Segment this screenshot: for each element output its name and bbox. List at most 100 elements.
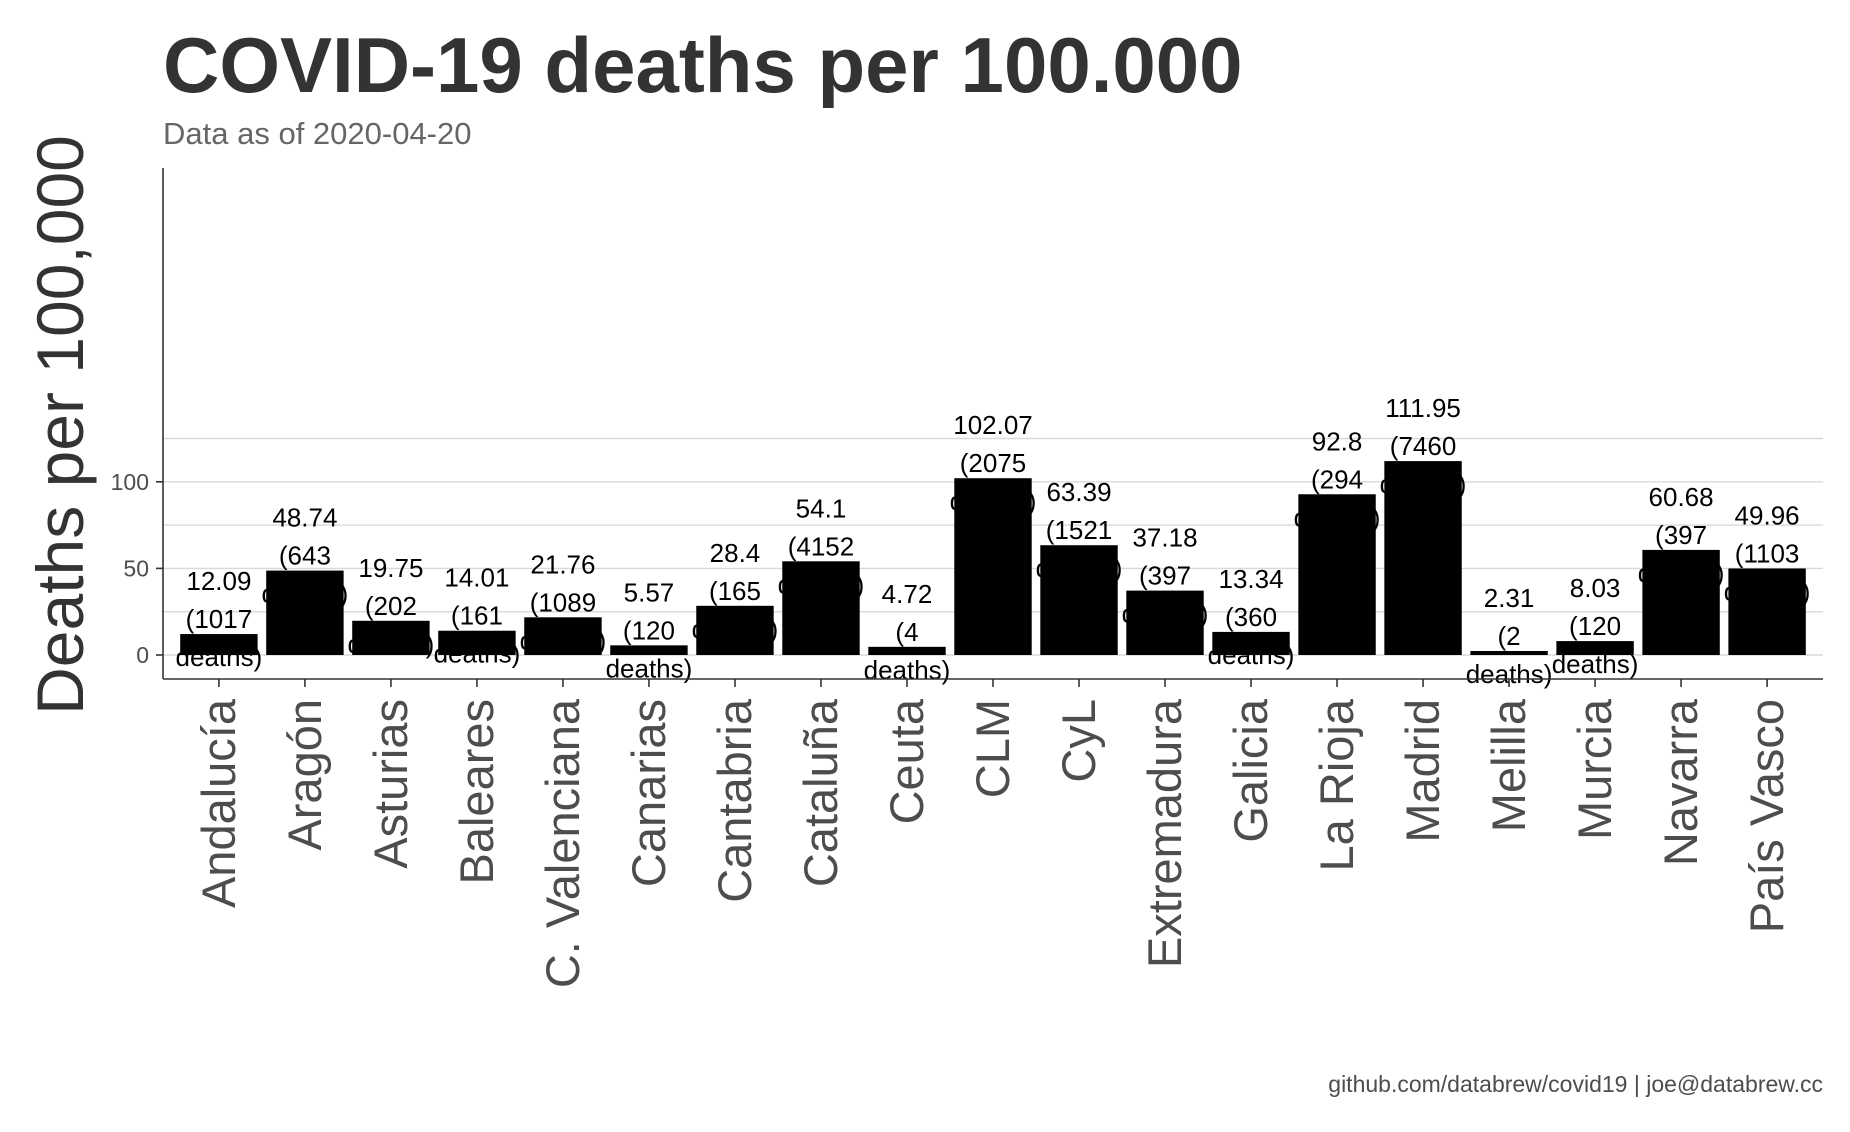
data-label-unit: deaths) xyxy=(262,579,349,609)
data-label: 48.74 (643 deaths) xyxy=(262,503,349,609)
bar xyxy=(266,570,344,655)
data-label-deaths: (2 xyxy=(1497,621,1520,651)
data-label-unit: deaths) xyxy=(1208,640,1295,670)
data-label-value: 21.76 xyxy=(530,549,595,579)
data-label: 111.95 (7460 deaths) xyxy=(1380,393,1467,499)
data-label-value: 4.72 xyxy=(882,579,933,609)
bar xyxy=(438,630,516,655)
data-label-unit: deaths) xyxy=(778,569,865,599)
y-tick-label: 50 xyxy=(123,555,149,581)
y-axis-label: Deaths per 100,000 xyxy=(23,135,97,715)
x-tick-label: La Rioja xyxy=(1310,698,1363,871)
x-tick-label: Aragón xyxy=(278,699,331,851)
x-tick-label: Galicia xyxy=(1224,698,1277,843)
data-labels: 12.09 (1017 deaths) 48.74 (643 deaths) 19.75 (2… xyxy=(176,393,1811,689)
data-label-deaths: (161 xyxy=(451,601,503,631)
x-tick-label: Madrid xyxy=(1396,699,1449,843)
chart-title: COVID-19 deaths per 100.000 xyxy=(163,21,1243,109)
x-tick-label: Extremadura xyxy=(1138,698,1191,968)
data-label: 13.34 (360 deaths) xyxy=(1208,564,1295,670)
data-label-unit: deaths) xyxy=(1724,576,1811,606)
data-label-value: 13.34 xyxy=(1218,564,1283,594)
data-label: 14.01 (161 deaths) xyxy=(434,563,521,669)
bar xyxy=(1212,631,1290,655)
x-tick-label: Melilla xyxy=(1482,698,1535,832)
data-label: 63.39 (1521 deaths) xyxy=(1036,477,1123,583)
bar xyxy=(610,645,688,655)
x-tick-label: Murcia xyxy=(1568,698,1621,840)
data-label: 92.8 (294 deaths) xyxy=(1294,426,1381,532)
x-tick-label: Andalucía xyxy=(192,698,245,908)
data-label-deaths: (1103 xyxy=(1735,538,1800,568)
data-label-unit: deaths) xyxy=(520,625,607,655)
data-label-value: 102.07 xyxy=(953,410,1033,440)
data-label-value: 2.31 xyxy=(1484,583,1535,613)
data-label-deaths: (294 xyxy=(1311,464,1363,494)
data-label-deaths: (4152 xyxy=(788,531,855,561)
data-label-unit: deaths) xyxy=(1122,599,1209,629)
data-label-deaths: (360 xyxy=(1225,602,1277,632)
data-label-unit: deaths) xyxy=(434,639,521,669)
bar xyxy=(524,617,602,655)
axes xyxy=(156,168,1823,687)
data-label-value: 92.8 xyxy=(1312,426,1363,456)
bar xyxy=(782,561,860,655)
data-label-unit: deaths) xyxy=(692,614,779,644)
data-label: 21.76 (1089 deaths) xyxy=(520,549,607,655)
data-label-value: 19.75 xyxy=(358,553,423,583)
x-tick-label: Ceuta xyxy=(880,698,933,824)
data-label-value: 8.03 xyxy=(1570,573,1621,603)
data-label-value: 28.4 xyxy=(710,538,761,568)
data-label-value: 37.18 xyxy=(1132,523,1197,553)
data-label-deaths: (120 xyxy=(623,615,675,645)
data-label-deaths: (120 xyxy=(1569,611,1621,641)
data-label-deaths: (202 xyxy=(365,591,417,621)
x-tick-label: Baleares xyxy=(450,699,503,885)
x-tick-label: Cantabria xyxy=(708,698,761,903)
bars xyxy=(180,461,1806,655)
data-label-value: 48.74 xyxy=(272,503,337,533)
data-label: 54.1 (4152 deaths) xyxy=(778,493,865,599)
data-label-unit: deaths) xyxy=(1552,649,1639,679)
data-label-value: 14.01 xyxy=(444,563,509,593)
data-label-deaths: (643 xyxy=(279,541,331,571)
data-label-value: 63.39 xyxy=(1046,477,1111,507)
x-tick-label: Cataluña xyxy=(794,698,847,887)
data-label-unit: deaths) xyxy=(1036,553,1123,583)
data-label: 12.09 (1017 deaths) xyxy=(176,566,263,672)
bar xyxy=(696,605,774,655)
bar xyxy=(1728,568,1806,655)
x-tick-label: País Vasco xyxy=(1740,699,1793,933)
bar xyxy=(1126,590,1204,655)
bar xyxy=(1040,545,1118,655)
bar xyxy=(868,646,946,655)
bar xyxy=(1298,494,1376,655)
data-label-value: 5.57 xyxy=(624,577,675,607)
x-tick-label: Canarias xyxy=(622,699,675,887)
y-tick-label: 100 xyxy=(111,469,149,495)
data-label-value: 111.95 xyxy=(1385,393,1461,423)
data-label: 102.07 (2075 deaths) xyxy=(950,410,1037,516)
bar xyxy=(1556,641,1634,655)
data-label: 19.75 (202 deaths) xyxy=(348,553,435,659)
data-label-unit: deaths) xyxy=(1638,558,1725,588)
bar xyxy=(1470,650,1548,655)
y-tick-label: 0 xyxy=(136,642,149,668)
x-tick-label: C. Valenciana xyxy=(536,698,589,988)
data-label-value: 12.09 xyxy=(186,566,251,596)
bar xyxy=(352,620,430,655)
data-label-deaths: (1089 xyxy=(530,587,597,617)
bar xyxy=(954,478,1032,655)
data-label-unit: deaths) xyxy=(1380,469,1467,499)
data-label-value: 49.96 xyxy=(1735,500,1800,530)
data-label-deaths: (1521 xyxy=(1046,515,1113,545)
chart-subtitle: Data as of 2020-04-20 xyxy=(163,116,472,151)
x-tick-label: Asturias xyxy=(364,699,417,869)
data-label-deaths: (4 xyxy=(895,617,918,647)
data-label-value: 54.1 xyxy=(796,493,847,523)
data-label-deaths: (2075 xyxy=(960,448,1027,478)
chart-caption: github.com/databrew/covid19 | joe@databr… xyxy=(1328,1071,1823,1097)
